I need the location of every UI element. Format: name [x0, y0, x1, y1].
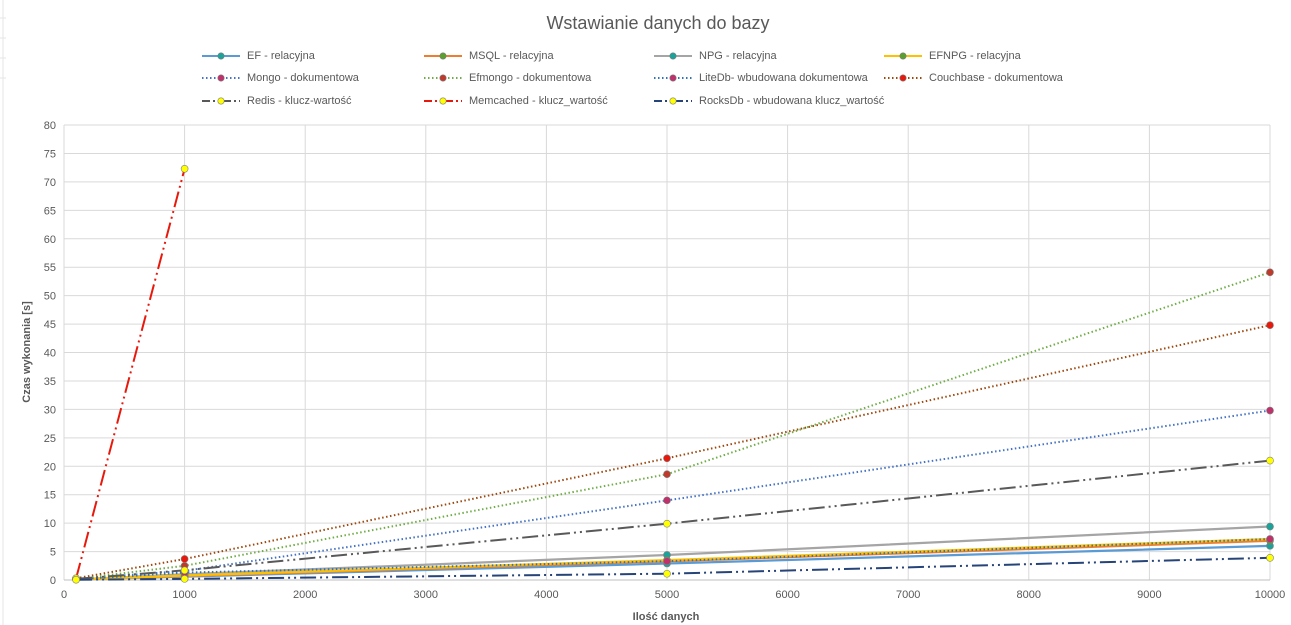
legend-entry-couchbase-dokumentowa: Couchbase - dokumentowa — [883, 70, 1063, 86]
data-point-litedb-wbudowana-dokumentowa — [663, 557, 671, 566]
y-tick-label: 20 — [44, 461, 56, 473]
legend-entry-redis-klucz-warto: Redis - klucz-wartość — [201, 93, 352, 109]
y-tick-label: 0 — [50, 575, 56, 587]
series-line-memcached-klucz-warto — [75, 168, 186, 579]
data-point-efmongo-dokumentowa — [663, 470, 671, 479]
x-tick-label: 7000 — [896, 589, 920, 601]
legend-label: Couchbase - dokumentowa — [929, 72, 1063, 84]
data-point-couchbase-dokumentowa — [180, 555, 189, 563]
legend-swatch — [884, 52, 922, 60]
data-point-couchbase-dokumentowa — [1266, 321, 1274, 330]
x-tick-label: 6000 — [775, 589, 799, 601]
series-layer — [72, 164, 1274, 584]
legend-label: LiteDb- wbudowana dokumentowa — [699, 72, 868, 84]
legend-label: RocksDb - wbudowana klucz_wartość — [699, 95, 885, 107]
y-tick-label: 55 — [44, 262, 56, 274]
legend-entry-litedb-wbudowana-dokumentowa: LiteDb- wbudowana dokumentowa — [653, 70, 868, 86]
x-tick-label: 1000 — [172, 589, 196, 601]
legend-swatch — [654, 52, 692, 60]
x-tick-label: 5000 — [655, 589, 679, 601]
legend-swatch — [654, 97, 692, 105]
data-point-efmongo-dokumentowa — [1266, 268, 1274, 277]
data-point-npg-relacyjna — [1266, 522, 1274, 531]
legend-label: Redis - klucz-wartość — [247, 95, 352, 107]
y-tick-label: 5 — [50, 547, 56, 559]
legend-label: EF - relacyjna — [247, 50, 315, 62]
data-point-mongo-dokumentowa — [1266, 406, 1274, 415]
data-point-litedb-wbudowana-dokumentowa — [1266, 535, 1274, 543]
x-tick-label: 0 — [61, 589, 67, 601]
data-point-rocksdb-wbudowana-klucz-warto — [180, 575, 189, 583]
chart-svg: Wstawianie danych do bazy 0 1000 2000 3000 4… — [21, 13, 1286, 623]
legend-entry-efnpg-relacyjna: EFNPG - relacyjna — [883, 48, 1021, 64]
series-line-litedb-wbudowana-dokumentowa — [76, 538, 1271, 581]
legend-swatch — [202, 74, 240, 82]
legend-entry-npg-relacyjna: NPG - relacyjna — [653, 48, 777, 64]
y-tick-label: 15 — [44, 490, 56, 502]
legend-entry-msql-relacyjna: MSQL - relacyjna — [423, 48, 554, 64]
legend-swatch — [202, 52, 240, 60]
data-point-memcached-klucz-warto — [180, 164, 189, 173]
legend-label: MSQL - relacyjna — [469, 50, 554, 62]
legend-label: Efmongo - dokumentowa — [469, 72, 592, 84]
legend-entry-efmongo-dokumentowa: Efmongo - dokumentowa — [423, 70, 591, 86]
y-tick-label: 25 — [44, 433, 56, 445]
legend-label: NPG - relacyjna — [699, 50, 777, 62]
data-point-rocksdb-wbudowana-klucz-warto — [663, 569, 671, 578]
y-tick-label: 75 — [44, 148, 56, 160]
legend-label: Memcached - klucz_wartość — [469, 95, 608, 107]
data-point-redis-klucz-warto — [180, 566, 189, 575]
x-tick-label: 10000 — [1255, 589, 1286, 601]
legend-label: EFNPG - relacyjna — [929, 50, 1021, 62]
axes: 0 1000 2000 3000 4000 5000 6000 7000 8000 9000 100… — [44, 120, 1286, 601]
data-point-redis-klucz-warto — [663, 519, 671, 528]
legend-swatch — [202, 97, 240, 105]
legend-entry-mongo-dokumentowa: Mongo - dokumentowa — [201, 70, 359, 86]
chart-area[interactable]: Wstawianie danych do bazy 0 1000 2000 3000 4… — [6, 0, 1291, 625]
series-line-efmongo-dokumentowa — [75, 271, 1271, 580]
legend-swatch — [884, 74, 922, 82]
legend-swatch — [654, 74, 692, 82]
data-point-redis-klucz-warto — [1266, 456, 1274, 465]
y-tick-label: 45 — [44, 319, 56, 331]
y-tick-label: 40 — [44, 348, 56, 360]
y-tick-label: 35 — [44, 376, 56, 388]
x-tick-label: 8000 — [1017, 589, 1041, 601]
legend-swatch — [424, 74, 462, 82]
legend-label: Mongo - dokumentowa — [247, 72, 359, 84]
y-tick-label: 50 — [44, 291, 56, 303]
series-line-mongo-dokumentowa — [76, 409, 1271, 580]
data-point-mongo-dokumentowa — [663, 496, 671, 505]
x-tick-label: 9000 — [1137, 589, 1161, 601]
gridlines — [63, 124, 1271, 581]
y-axis-label: Czas wykonania [s] — [21, 301, 33, 403]
x-tick-label: 2000 — [293, 589, 317, 601]
chart-title: Wstawianie danych do bazy — [546, 13, 769, 33]
y-tick-label: 30 — [44, 404, 56, 416]
x-tick-label: 4000 — [534, 589, 558, 601]
x-tick-label: 3000 — [414, 589, 438, 601]
y-tick-label: 80 — [44, 120, 56, 132]
y-tick-label: 70 — [44, 177, 56, 189]
data-point-rocksdb-wbudowana-klucz-warto — [72, 575, 80, 584]
y-tick-label: 10 — [44, 518, 56, 530]
legend-entry-memcached-klucz-warto: Memcached - klucz_wartość — [423, 93, 608, 109]
data-point-couchbase-dokumentowa — [663, 454, 671, 463]
y-tick-label: 65 — [44, 205, 56, 217]
legend-entry-ef-relacyjna: EF - relacyjna — [201, 48, 315, 64]
legend-swatch — [424, 52, 462, 60]
x-axis-label: Ilość danych — [633, 611, 700, 623]
series-line-couchbase-dokumentowa — [75, 324, 1271, 580]
data-point-rocksdb-wbudowana-klucz-warto — [1266, 554, 1274, 562]
legend-swatch — [424, 97, 462, 105]
y-tick-label: 60 — [44, 234, 56, 246]
legend-entry-rocksdb-wbudowana-klucz-warto: RocksDb - wbudowana klucz_wartość — [653, 93, 884, 109]
series-line-redis-klucz-warto — [76, 459, 1271, 580]
